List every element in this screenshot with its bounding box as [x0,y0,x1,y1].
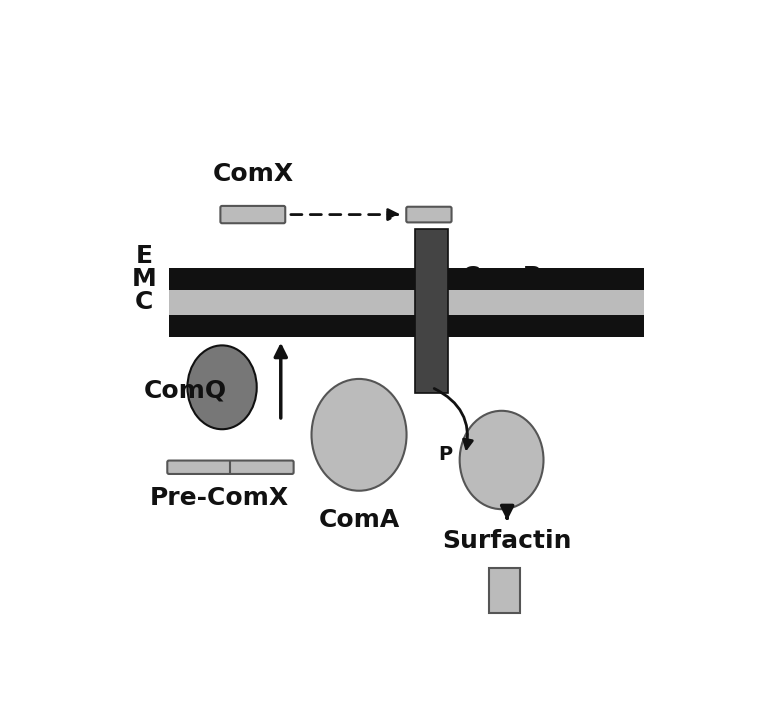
Ellipse shape [460,411,544,509]
Text: P: P [439,445,453,464]
Text: ComQ: ComQ [144,378,227,402]
Bar [169,268,644,290]
Text: ComX: ComX [212,163,293,187]
FancyBboxPatch shape [167,460,293,474]
FancyBboxPatch shape [406,207,451,222]
Bar [489,568,520,613]
FancyBboxPatch shape [221,206,285,223]
Ellipse shape [312,379,407,491]
Bar [169,290,644,314]
Bar [415,229,448,393]
Text: E
M
C: E M C [132,244,156,314]
Text: ComP: ComP [462,265,542,289]
Ellipse shape [188,346,257,429]
Bar [169,314,644,337]
Text: Surfactin: Surfactin [443,529,572,552]
Text: ComA: ComA [319,507,400,531]
Text: Pre-ComX: Pre-ComX [149,486,289,510]
